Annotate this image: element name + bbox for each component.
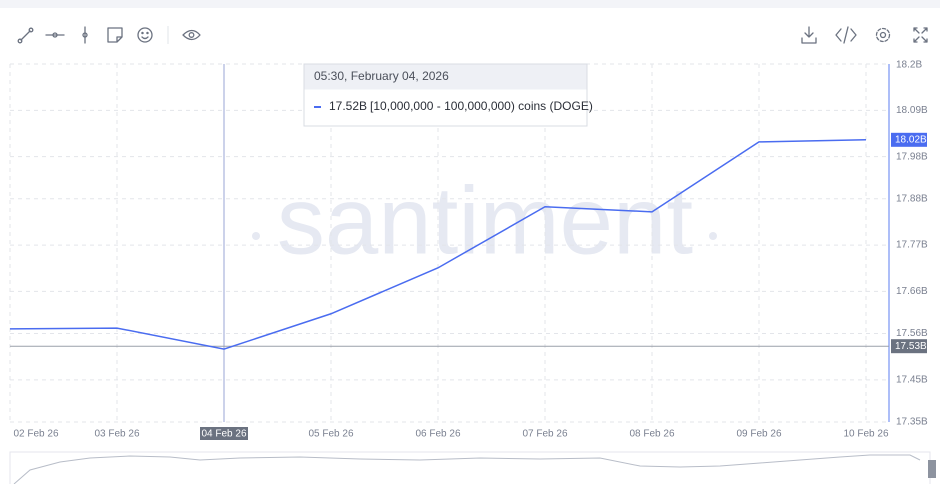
- download-button[interactable]: [801, 26, 817, 44]
- watermark-dot: [709, 232, 717, 240]
- y-tick-label: 18.09B: [896, 105, 928, 116]
- x-tick-label: 07 Feb 26: [522, 429, 567, 440]
- y-tick-label: 17.45B: [896, 375, 928, 386]
- x-tick-label: 03 Feb 26: [94, 429, 139, 440]
- watermark: santiment: [277, 167, 693, 274]
- tooltip-row: 17.52B [10,000,000 - 100,000,000) coins (…: [329, 99, 593, 113]
- toolbar: [17, 26, 928, 44]
- note-tool[interactable]: [107, 27, 123, 43]
- y-tick-label: 17.66B: [896, 286, 928, 297]
- x-label-highlight: [200, 427, 248, 440]
- x-tick-label: 04 Feb 26: [201, 429, 246, 440]
- fullscreen-button[interactable]: [913, 27, 928, 43]
- tooltip-header: [304, 64, 587, 90]
- x-tick-label: 06 Feb 26: [415, 429, 460, 440]
- embed-button[interactable]: [835, 26, 857, 44]
- navigator: [9, 451, 936, 487]
- x-tick-label: 02 Feb 26: [13, 429, 58, 440]
- tooltip-value: 17.52B: [329, 99, 367, 113]
- y-tick-label: 17.56B: [896, 328, 928, 339]
- last-value-label: 18.02B: [895, 134, 927, 145]
- vline-tool[interactable]: [82, 26, 88, 44]
- x-tick-label: 05 Feb 26: [308, 429, 353, 440]
- line-tool[interactable]: [17, 27, 34, 44]
- top-band: [0, 0, 940, 8]
- series-line: [9, 139, 867, 350]
- emoji-tool[interactable]: [137, 27, 153, 43]
- tooltip-title: 05:30, February 04, 2026: [314, 69, 449, 83]
- last-value-bg: [891, 132, 927, 147]
- visibility-toggle[interactable]: [182, 29, 201, 41]
- crosshair-label-bg: [891, 339, 927, 354]
- crosshair-label: 17.53B: [895, 341, 927, 352]
- x-tick-label: 08 Feb 26: [629, 429, 674, 440]
- navigator-handle[interactable]: [928, 460, 936, 478]
- tooltip-series: [10,000,000 - 100,000,000) coins (DOGE): [370, 99, 593, 113]
- y-tick-label: 17.77B: [896, 240, 928, 251]
- y-tick-label: 17.35B: [896, 417, 928, 428]
- navigator-line: [13, 454, 921, 485]
- x-tick-label: 09 Feb 26: [736, 429, 781, 440]
- hline-tool[interactable]: [45, 32, 65, 38]
- x-tick-label: 10 Feb 26: [843, 429, 888, 440]
- y-tick-label: 17.88B: [896, 193, 928, 204]
- tooltip: 05:30, February 04, 2026 17.52B [10,000,00…: [303, 63, 593, 127]
- y-tick-label: 17.98B: [896, 151, 928, 162]
- watermark-dot: [252, 232, 260, 240]
- y-tick-label: 18.2B: [896, 60, 922, 71]
- settings-button[interactable]: [875, 27, 891, 43]
